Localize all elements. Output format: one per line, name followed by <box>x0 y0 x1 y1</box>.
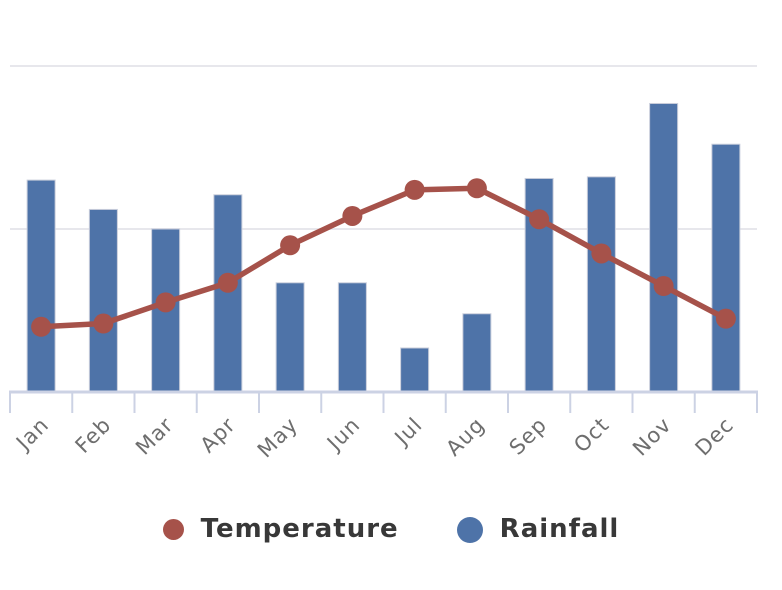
x-tick-label-jun: Jun <box>321 413 365 457</box>
bar-apr[interactable] <box>213 194 243 393</box>
bar-aug[interactable] <box>462 313 492 393</box>
bar-dec[interactable] <box>711 143 741 393</box>
temperature-point-nov[interactable] <box>653 276 674 297</box>
bar-feb[interactable] <box>88 208 118 393</box>
x-tick-label-may: May <box>253 413 303 463</box>
temperature-point-oct[interactable] <box>591 243 612 264</box>
x-tick-label-oct: Oct <box>569 413 614 458</box>
x-tick-label-jan: Jan <box>10 413 53 456</box>
temperature-point-feb[interactable] <box>93 313 114 334</box>
temperature-point-mar[interactable] <box>155 292 176 313</box>
temperature-line <box>38 185 729 330</box>
legend-item-temperature[interactable]: Temperature <box>162 514 399 545</box>
rainfall-legend-label: Rainfall <box>499 514 620 544</box>
x-tick-label-aug: Aug <box>441 413 489 461</box>
x-tick-label-apr: Apr <box>196 413 241 458</box>
temperature-point-may[interactable] <box>280 235 301 256</box>
bar-jan[interactable] <box>26 179 56 393</box>
x-tick-label-dec: Dec <box>691 413 739 461</box>
bar-may[interactable] <box>275 282 305 393</box>
bar-jul[interactable] <box>400 347 430 393</box>
temperature-legend-marker <box>162 519 184 541</box>
x-tick-label-feb: Feb <box>71 413 116 458</box>
bar-oct[interactable] <box>586 176 616 393</box>
x-tick-label-mar: Mar <box>131 413 178 460</box>
rainfall-legend-marker <box>456 516 483 543</box>
chart-legend: Temperature Rainfall <box>0 514 782 545</box>
temperature-point-jan[interactable] <box>31 316 52 337</box>
x-tick-label-jul: Jul <box>389 413 427 451</box>
bar-jun[interactable] <box>337 282 367 393</box>
temperature-point-apr[interactable] <box>217 272 238 293</box>
legend-item-rainfall[interactable]: Rainfall <box>456 514 620 545</box>
temperature-point-dec[interactable] <box>715 308 736 329</box>
chart-plot-area: Jan Feb Mar Apr May Jun Jul Aug Sep Oct Nov Dec <box>9 65 758 463</box>
temperature-point-jun[interactable] <box>342 205 363 226</box>
bar-nov[interactable] <box>649 102 679 393</box>
temperature-legend-label: Temperature <box>200 514 399 544</box>
x-tick-label-sep: Sep <box>505 413 552 460</box>
x-tick-label-nov: Nov <box>628 413 676 461</box>
temperature-point-jul[interactable] <box>404 179 425 200</box>
temperature-point-aug[interactable] <box>466 178 487 199</box>
temperature-point-sep[interactable] <box>529 209 550 230</box>
